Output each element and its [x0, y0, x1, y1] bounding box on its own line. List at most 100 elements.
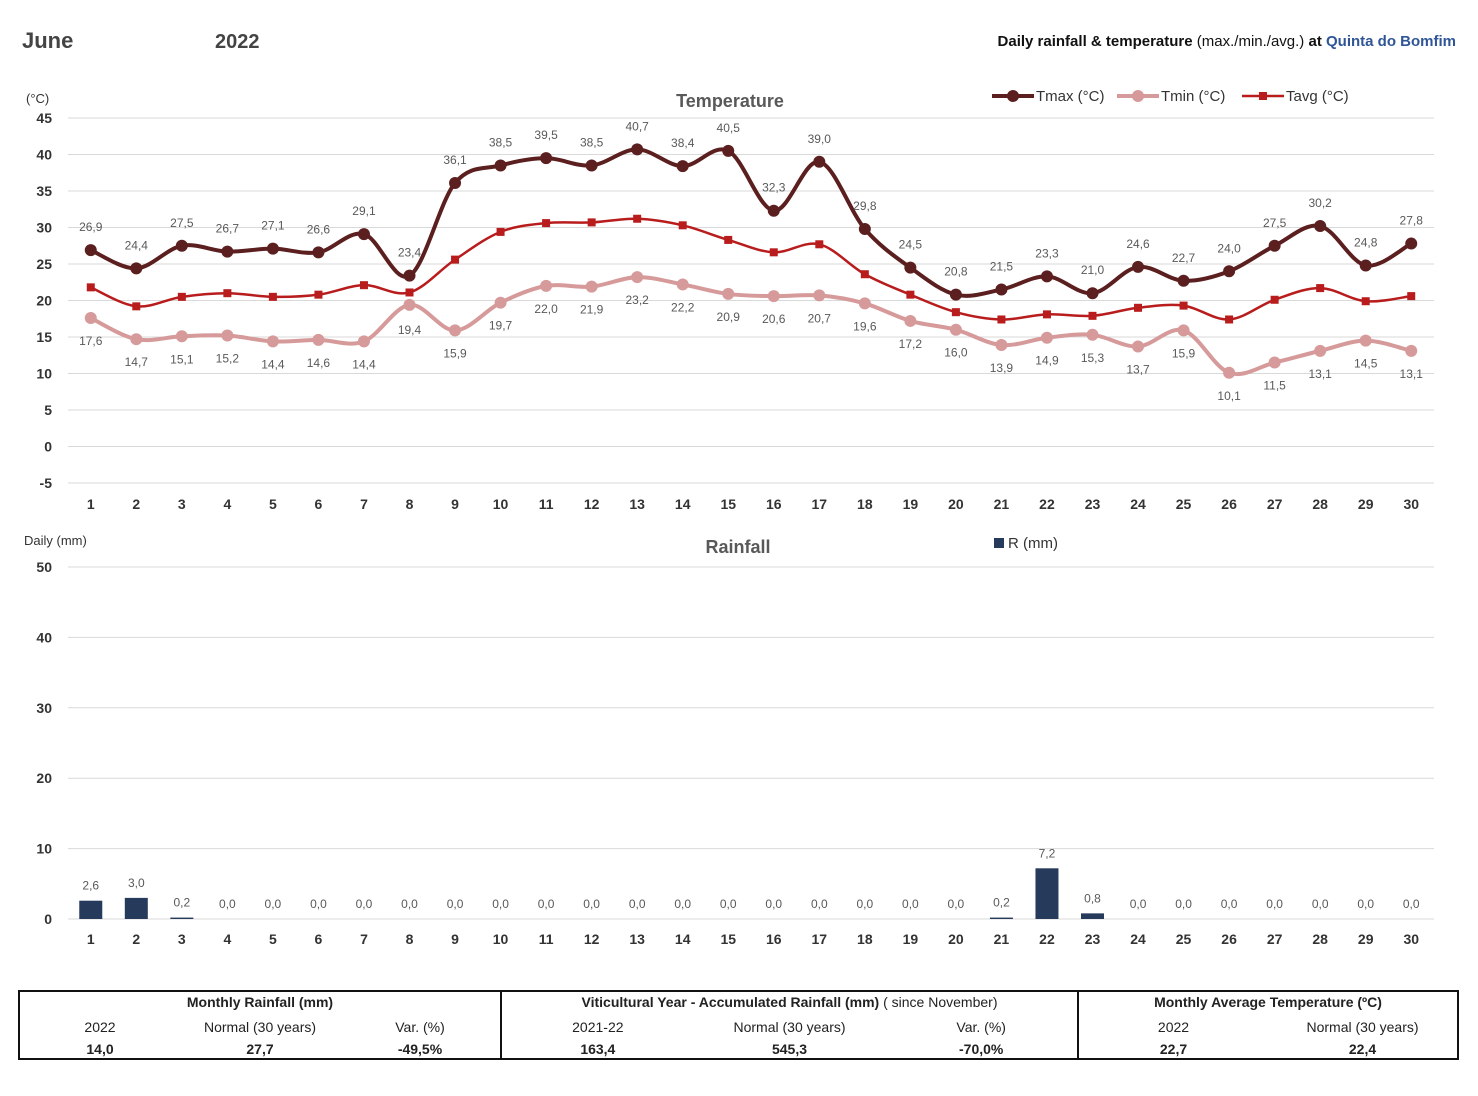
value-cell: 22,4	[1348, 1041, 1377, 1057]
rainfall-x-tick-label: 23	[1085, 931, 1101, 947]
rainfall-chart-title: Rainfall	[705, 537, 770, 557]
temperature-chart-title: Temperature	[676, 91, 784, 111]
rainfall-x-tick-label: 7	[360, 931, 368, 947]
tavg-line	[90, 217, 1412, 321]
tavg-marker	[997, 315, 1006, 324]
tavg-marker	[1270, 295, 1279, 304]
tmin-data-label: 19,4	[398, 323, 422, 337]
tmax-marker	[221, 245, 234, 258]
temperature-x-tick-label: 2	[132, 496, 140, 512]
tmax-data-label: 27,5	[1263, 216, 1287, 230]
tmin-data-label: 10,1	[1217, 389, 1241, 403]
tavg-marker	[678, 221, 687, 230]
monthly-avg-temp-headers: 2022 Normal (30 years)	[1079, 1016, 1457, 1038]
tmax-marker	[585, 159, 598, 172]
tmin-data-label: 13,1	[1400, 367, 1424, 381]
rainfall-x-tick-label: 20	[948, 931, 964, 947]
tmin-line	[89, 275, 1412, 377]
temperature-y-tick-label: -5	[40, 475, 53, 491]
rainfall-data-label: 0,0	[1175, 897, 1192, 911]
temperature-y-tick-label: 40	[36, 147, 52, 163]
month-title: June	[22, 28, 74, 53]
legend-label: R (mm)	[1008, 535, 1058, 552]
rainfall-x-tick-label: 26	[1221, 931, 1237, 947]
tmin-marker	[995, 339, 1008, 352]
tmin-data-label: 22,0	[534, 302, 558, 316]
tmax-data-label: 24,5	[899, 238, 923, 252]
tmin-data-label: 14,5	[1354, 357, 1378, 371]
rainfall-data-label: 0,0	[765, 897, 782, 911]
rainfall-data-label: 0,0	[1312, 897, 1329, 911]
tmax-data-label: 29,1	[352, 204, 376, 218]
tavg-marker	[1088, 311, 1097, 320]
tmin-data-label: 11,5	[1263, 379, 1286, 393]
temperature-x-tick-label: 13	[629, 496, 645, 512]
temperature-y-tick-label: 35	[36, 183, 52, 199]
tmax-marker	[540, 152, 553, 165]
tmin-data-label: 17,2	[899, 337, 923, 351]
value-cell: -70,0%	[959, 1041, 1004, 1057]
tavg-marker	[1042, 310, 1051, 319]
legend-label: Tmin (°C)	[1161, 88, 1225, 105]
viticultural-year-title: Viticultural Year - Accumulated Rainfall…	[502, 992, 1077, 1016]
rainfall-data-label: 0,0	[674, 897, 691, 911]
tmax-marker	[813, 155, 826, 168]
rainfall-data-label: 0,0	[811, 897, 828, 911]
rainfall-data-label: 0,0	[856, 897, 873, 911]
tmax-data-label: 38,5	[580, 135, 604, 149]
monthly-rainfall-values: 14,0 27,7 -49,5%	[20, 1038, 500, 1060]
rainfall-x-tick-label: 19	[903, 931, 919, 947]
rainfall-data-label: 0,0	[492, 897, 509, 911]
tmax-data-label: 36,1	[443, 153, 467, 167]
tmin-marker	[949, 323, 962, 336]
tavg-marker	[1179, 301, 1188, 310]
tavg-marker	[1361, 297, 1370, 306]
rainfall-x-tick-label: 29	[1358, 931, 1374, 947]
tmin-marker	[631, 271, 644, 284]
rainfall-x-tick-label: 12	[584, 931, 600, 947]
tmin-data-label: 15,9	[1172, 346, 1196, 360]
rainfall-data-label: 0,0	[1403, 897, 1420, 911]
value-cell: 14,0	[86, 1041, 114, 1057]
rainfall-data-label: 0,0	[447, 897, 464, 911]
header-cell: Var. (%)	[956, 1019, 1006, 1035]
temperature-y-tick-label: 5	[44, 402, 52, 418]
tmin-data-label: 15,1	[170, 352, 194, 366]
rainfall-x-tick-label: 27	[1267, 931, 1283, 947]
tmax-marker	[357, 228, 370, 241]
header-cell: Var. (%)	[395, 1019, 445, 1035]
temperature-x-tick-label: 23	[1085, 496, 1101, 512]
temperature-x-tick-label: 14	[675, 496, 691, 512]
viticultural-year-title-note: ( since November)	[883, 994, 998, 1010]
tavg-marker	[405, 288, 414, 297]
tmax-marker	[130, 262, 143, 275]
rainfall-x-tick-label: 13	[629, 931, 645, 947]
tmin-data-label: 14,4	[352, 357, 376, 371]
temperature-x-tick-label: 15	[720, 496, 736, 512]
tmin-marker	[266, 335, 279, 348]
tavg-marker	[1134, 303, 1143, 312]
rainfall-data-label: 0,0	[1357, 897, 1374, 911]
value-cell: 22,7	[1159, 1041, 1188, 1057]
rainfall-data-label: 0,2	[993, 896, 1010, 910]
rainfall-gridlines	[68, 566, 1434, 920]
value-cell: -49,5%	[397, 1041, 443, 1057]
temperature-x-tick-label: 30	[1403, 496, 1419, 512]
temperature-x-tick-label: 21	[994, 496, 1010, 512]
tmin-marker	[1086, 328, 1099, 341]
viticultural-year-block: Viticultural Year - Accumulated Rainfall…	[500, 992, 1077, 1058]
monthly-rainfall-block: Monthly Rainfall (mm) 2022 Normal (30 ye…	[20, 992, 500, 1058]
temperature-x-tick-label: 25	[1176, 496, 1192, 512]
tavg-marker	[769, 248, 778, 257]
temperature-y-tick-label: 15	[36, 329, 52, 345]
tmax-marker	[449, 176, 462, 189]
rainfall-bar	[989, 917, 1013, 919]
tavg-marker	[223, 289, 232, 298]
rainfall-data-label: 0,0	[401, 897, 418, 911]
rainfall-y-tick-label: 50	[36, 559, 52, 575]
tmax-data-label: 40,5	[717, 121, 741, 135]
tavg-marker	[177, 292, 186, 301]
rainfall-data-label: 0,0	[948, 897, 965, 911]
summary-table: Monthly Rainfall (mm) 2022 Normal (30 ye…	[18, 990, 1459, 1060]
rainfall-x-tick-label: 22	[1039, 931, 1055, 947]
